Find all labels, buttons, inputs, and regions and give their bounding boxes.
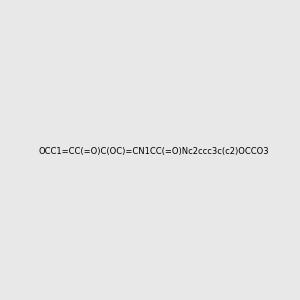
Text: OCC1=CC(=O)C(OC)=CN1CC(=O)Nc2ccc3c(c2)OCCO3: OCC1=CC(=O)C(OC)=CN1CC(=O)Nc2ccc3c(c2)OC… xyxy=(38,147,269,156)
